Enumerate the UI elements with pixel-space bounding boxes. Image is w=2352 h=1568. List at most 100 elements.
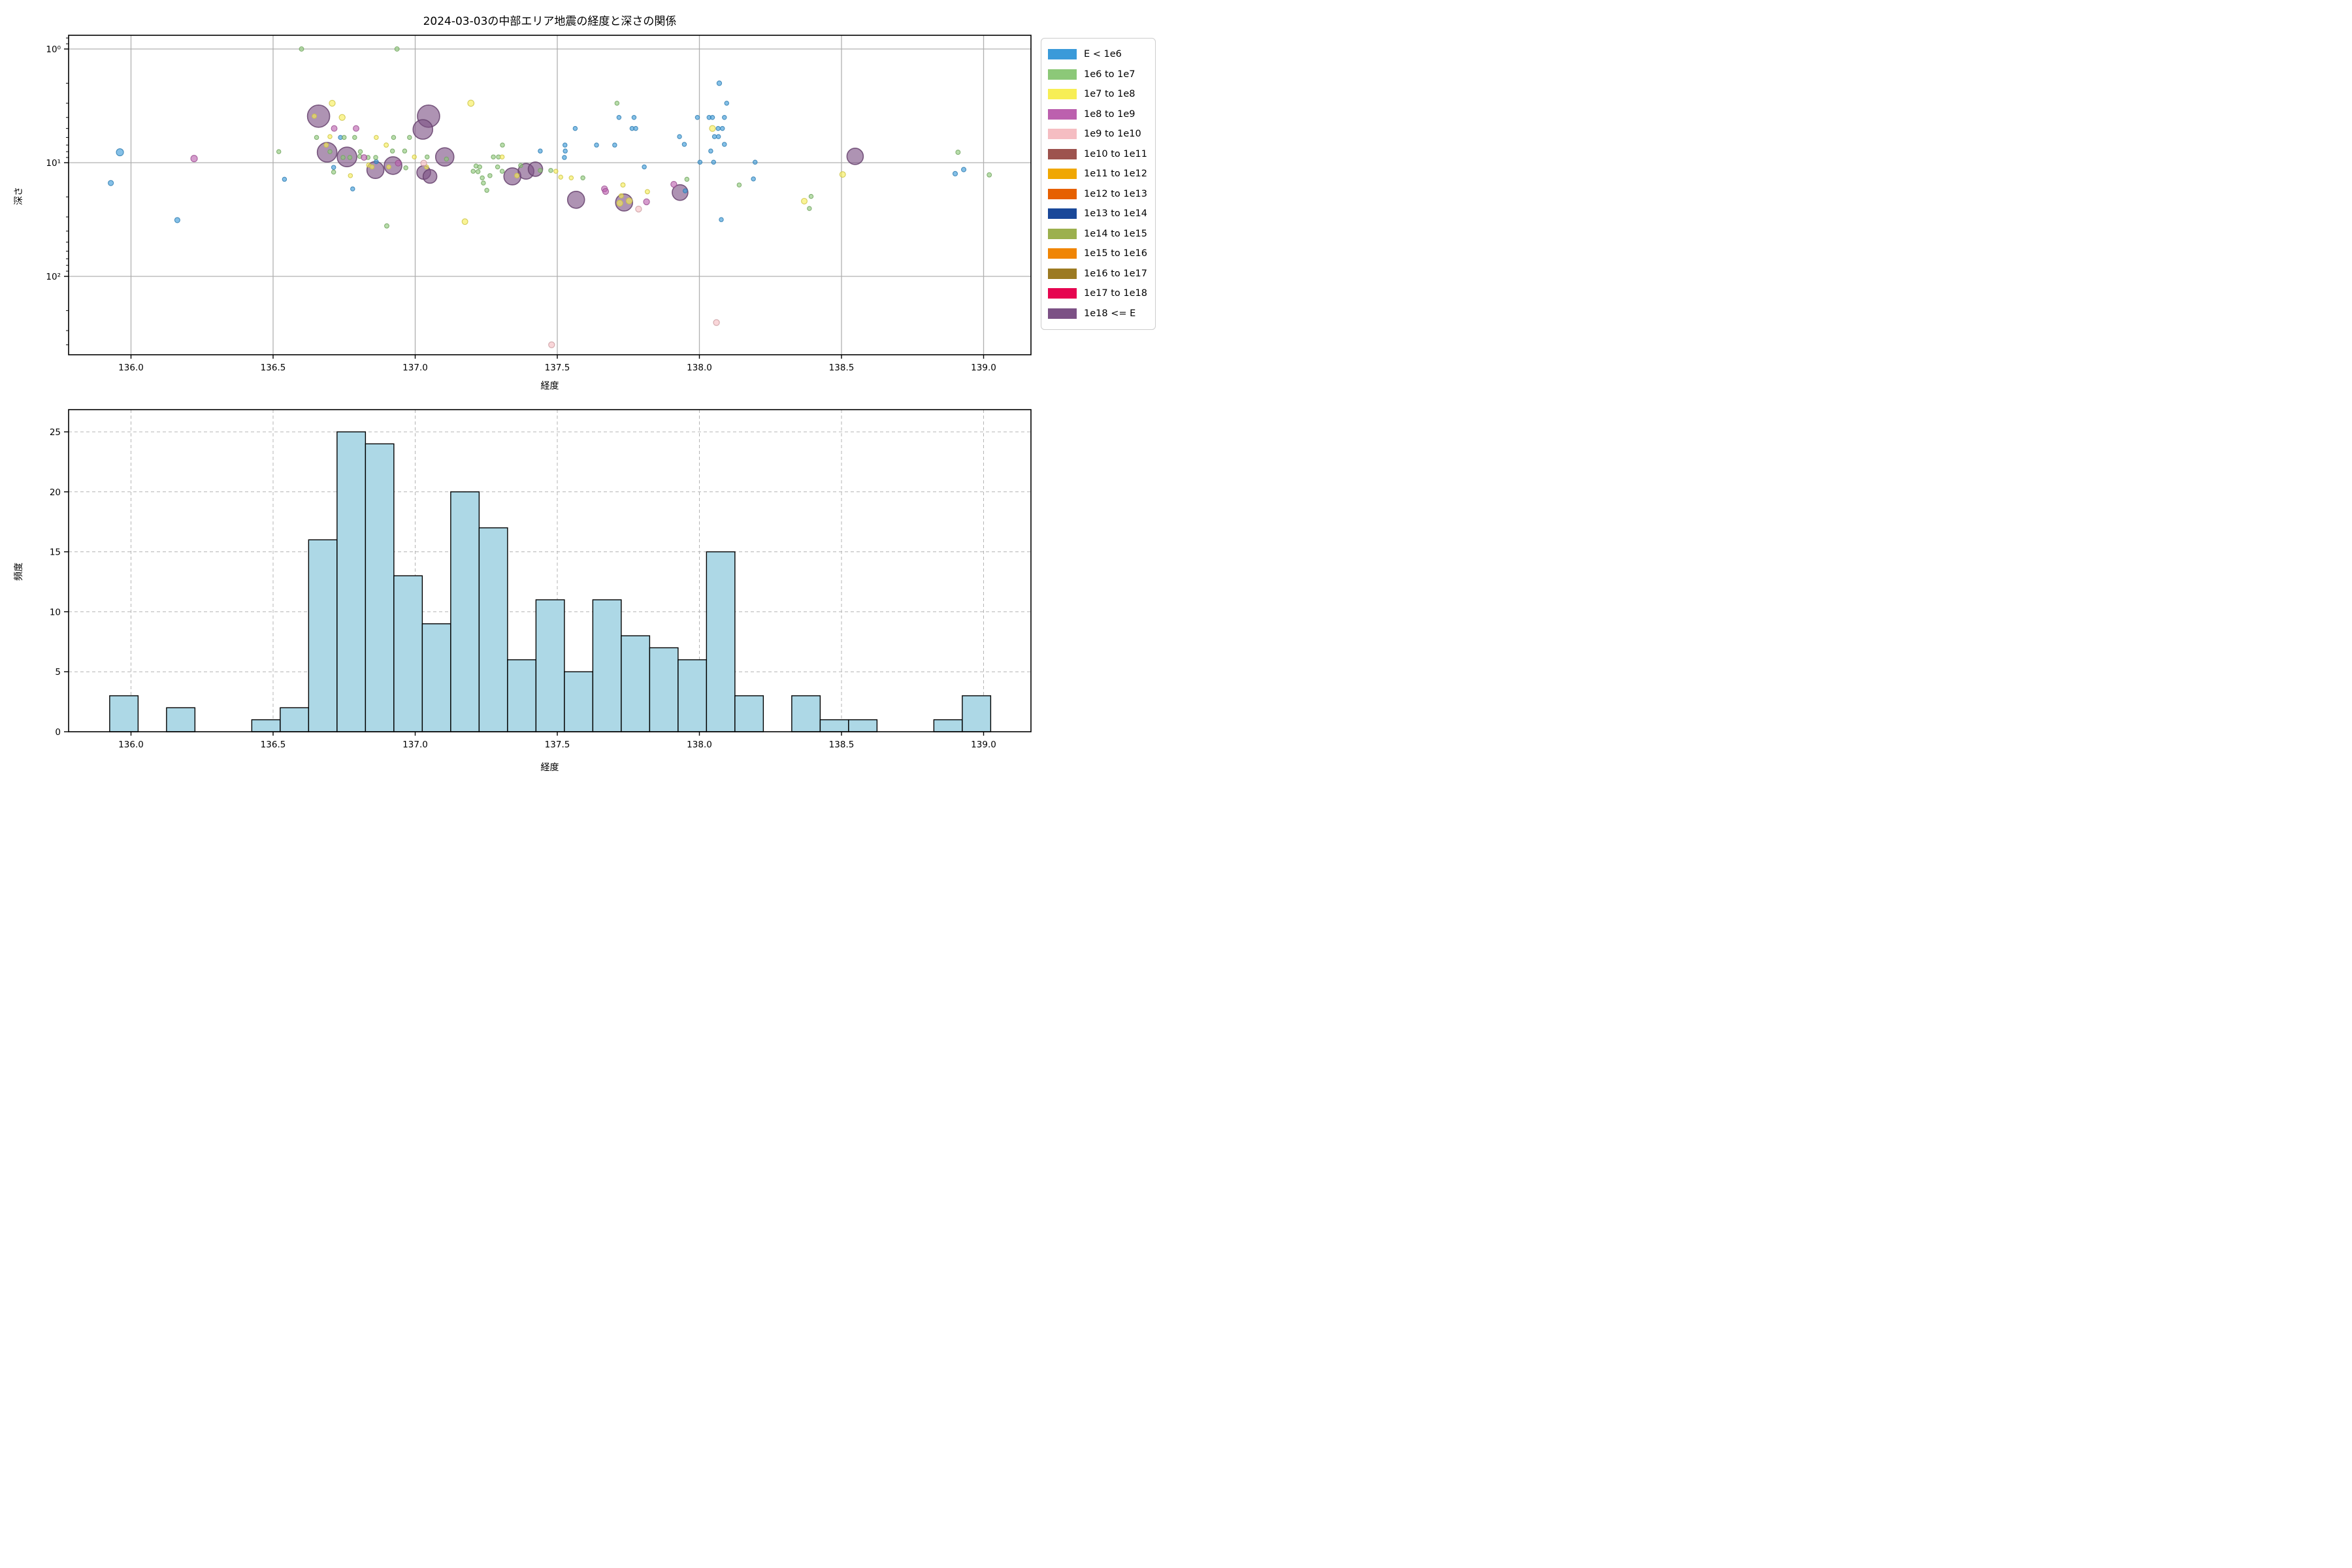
scatter-point — [391, 135, 397, 140]
histogram-x-tick: 137.5 — [545, 740, 570, 750]
legend-entry: 1e12 to 1e13 — [1048, 184, 1147, 204]
scatter-point — [420, 159, 427, 167]
legend-swatch-1 — [1048, 69, 1077, 80]
scatter-point — [594, 142, 599, 148]
histogram-bar — [819, 719, 849, 732]
legend-entry: 1e11 to 1e12 — [1048, 164, 1147, 184]
scatter-point — [491, 154, 496, 159]
legend-swatch-11 — [1048, 268, 1077, 279]
histogram-bar — [393, 575, 423, 732]
legend-label: 1e10 to 1e11 — [1084, 148, 1147, 159]
legend-label: 1e13 to 1e14 — [1084, 208, 1147, 220]
scatter-point — [374, 135, 379, 140]
scatter-point — [306, 105, 331, 128]
histogram-bar — [251, 719, 281, 732]
scatter-point — [394, 46, 400, 52]
scatter-point — [538, 168, 543, 173]
legend-swatch-4 — [1048, 129, 1077, 140]
scatter-point — [568, 175, 574, 180]
scatter-point — [174, 217, 180, 223]
scatter-point — [384, 223, 389, 229]
scatter-point — [434, 147, 455, 167]
scatter-point — [566, 190, 585, 209]
scatter-y-tick: 10² — [46, 272, 61, 282]
legend-entry: 1e6 to 1e7 — [1048, 65, 1147, 85]
scatter-point — [374, 159, 379, 165]
legend-entry: 1e10 to 1e11 — [1048, 144, 1147, 165]
scatter-point — [116, 148, 124, 157]
figure: 2024-03-03の中部エリア地震の経度と深さの関係 136.0 136.5 13… — [0, 0, 1176, 784]
histogram-bar — [848, 719, 878, 732]
legend-swatch-10 — [1048, 248, 1077, 259]
scatter-x-tick: 138.0 — [687, 363, 712, 373]
legend-label: 1e11 to 1e12 — [1084, 169, 1147, 180]
scatter-point — [480, 175, 485, 180]
scatter-point — [716, 80, 723, 86]
scatter-point — [312, 113, 318, 119]
scatter-point — [389, 148, 395, 154]
scatter-point — [562, 142, 568, 148]
scatter-point — [807, 206, 812, 211]
legend-swatch-5 — [1048, 148, 1077, 159]
histogram-y-tick: 0 — [55, 727, 61, 738]
scatter-point — [710, 115, 715, 120]
scatter-point — [282, 176, 287, 182]
scatter-point — [467, 99, 475, 107]
histogram-y-tick: 5 — [55, 667, 61, 678]
legend-entry: 1e7 to 1e8 — [1048, 84, 1147, 105]
scatter-point — [499, 154, 505, 159]
histogram-y-tick: 25 — [50, 427, 61, 438]
histogram-y-tick: 10 — [50, 607, 61, 617]
scatter-point — [839, 171, 846, 178]
histogram-x-tick: 137.0 — [402, 740, 428, 750]
scatter-point — [620, 182, 626, 188]
scatter-point — [316, 142, 338, 163]
legend-swatch-13 — [1048, 308, 1077, 319]
scatter-point — [412, 119, 434, 140]
scatter-point — [412, 154, 417, 159]
legend-label: 1e6 to 1e7 — [1084, 69, 1135, 80]
scatter-point — [644, 189, 650, 195]
legend-label: 1e8 to 1e9 — [1084, 108, 1135, 120]
scatter-point — [563, 148, 568, 154]
histogram-bar — [621, 635, 651, 732]
scatter-point — [314, 135, 319, 140]
scatter-point — [751, 176, 756, 182]
scatter-point — [708, 148, 713, 154]
scatter-point — [618, 193, 624, 199]
scatter-point — [347, 155, 353, 160]
scatter-point — [402, 148, 408, 154]
legend-swatch-8 — [1048, 208, 1077, 220]
scatter-x-tick: 139.0 — [971, 363, 996, 373]
scatter-point — [719, 217, 724, 222]
histogram-bar — [166, 707, 196, 732]
scatter-point — [538, 148, 543, 154]
legend-label: 1e9 to 1e10 — [1084, 129, 1141, 140]
histogram-bar — [678, 659, 708, 732]
scatter-point — [643, 198, 650, 206]
scatter-y-tick: 10¹ — [46, 158, 61, 169]
scatter-point — [719, 125, 725, 131]
scatter-yaxis-label: 深さ — [14, 187, 24, 205]
legend-label: 1e7 to 1e8 — [1084, 89, 1135, 100]
scatter-point — [670, 180, 678, 188]
histogram-bar — [933, 719, 963, 732]
histogram-bar — [421, 623, 451, 732]
scatter-point — [384, 142, 389, 148]
scatter-point — [323, 142, 329, 148]
scatter-point — [369, 164, 375, 170]
histogram-bar — [450, 491, 480, 732]
histogram-bar — [962, 695, 992, 732]
legend-entry: 1e8 to 1e9 — [1048, 105, 1147, 125]
scatter-point — [338, 114, 346, 121]
scatter-point — [407, 135, 412, 140]
scatter-x-tick: 137.5 — [545, 363, 570, 373]
scatter-point — [711, 134, 717, 139]
scatter-point — [713, 319, 720, 326]
scatter-x-tick: 136.5 — [261, 363, 286, 373]
scatter-point — [808, 193, 814, 199]
scatter-point — [336, 146, 357, 167]
histogram-x-tick: 138.0 — [687, 740, 712, 750]
histogram-bar — [336, 431, 367, 732]
scatter-point — [616, 199, 623, 207]
